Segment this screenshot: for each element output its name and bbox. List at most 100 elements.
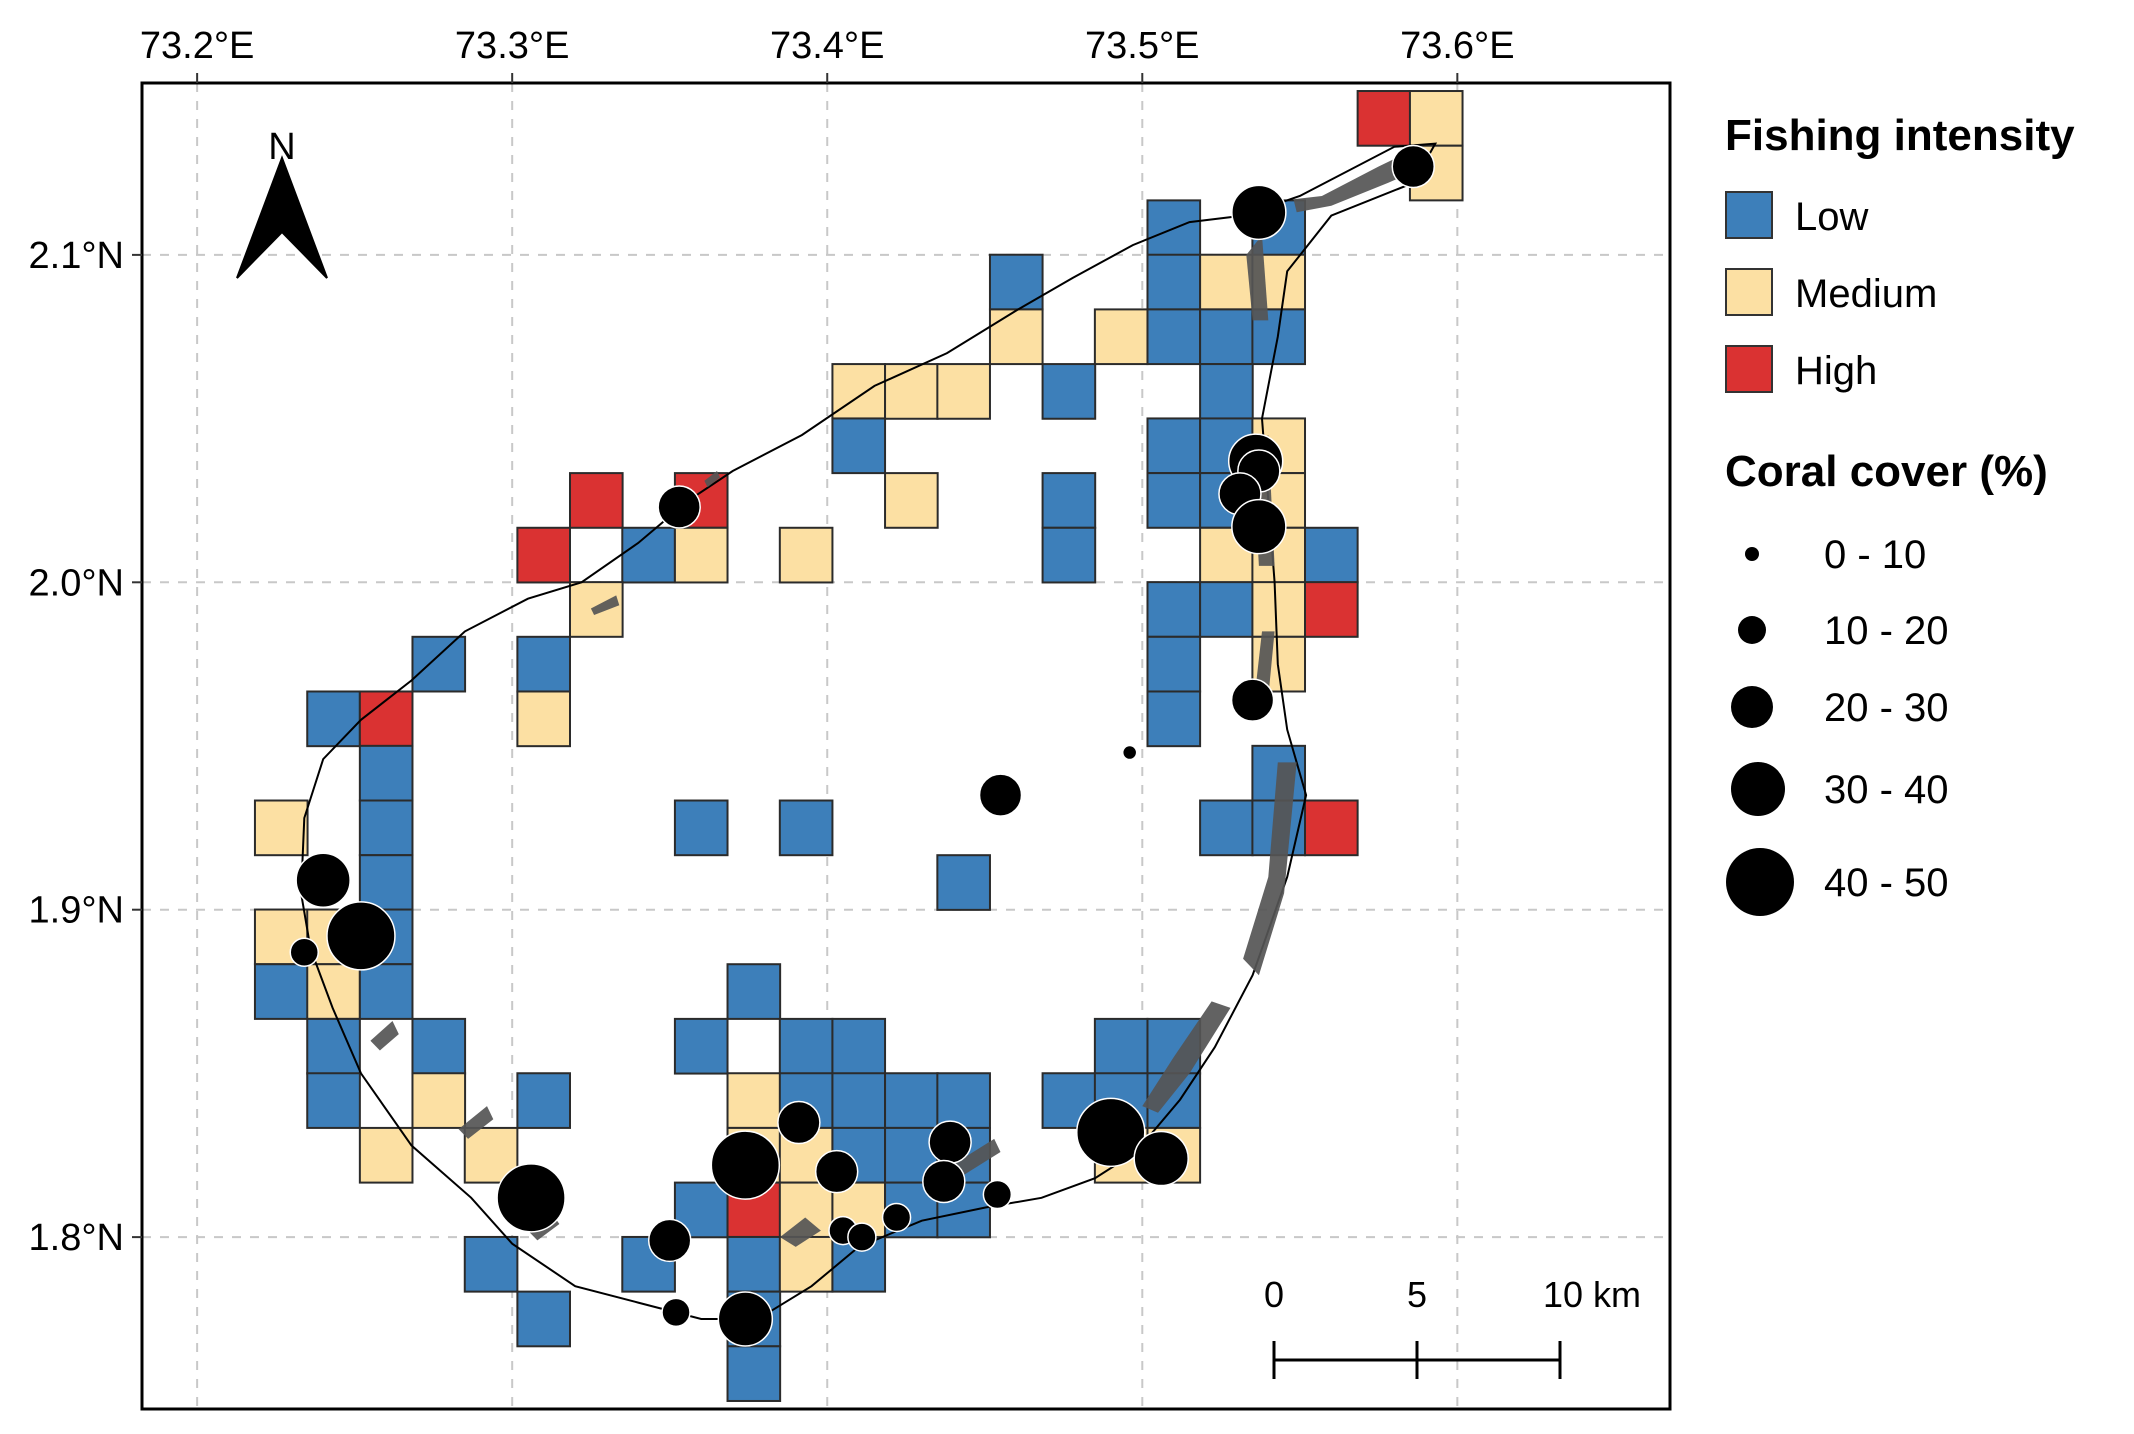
legend-label-low: Low [1795, 195, 1868, 239]
lon-tick-label: 73.2°E [140, 25, 255, 67]
legend-label-high: High [1795, 349, 1877, 393]
coral-cover-legend: Coral cover (%) 0 - 10 10 - 20 20 - 30 3… [1725, 447, 2048, 916]
fishing-cell-low [988, 253, 1044, 311]
fishing-cell-high [1304, 581, 1359, 638]
fishing-cell-low [778, 1017, 834, 1075]
reef-island [370, 1021, 399, 1051]
coral-point [1076, 1097, 1146, 1168]
north-arrow: N [236, 126, 328, 279]
lon-tick-label: 73.6°E [1400, 25, 1515, 67]
fishing-cell-medium [673, 526, 729, 584]
legend-key-low [1725, 191, 1773, 239]
fishing-cell-low [1146, 690, 1202, 748]
fishing-cell-low [673, 1017, 729, 1075]
fishing-cell-low [358, 963, 414, 1020]
fishing-cell-low [1146, 581, 1202, 638]
coral-cover-points [289, 144, 1435, 1347]
fishing-cell-medium [358, 1126, 414, 1184]
fishing-cell-medium [988, 308, 1044, 366]
coral-point [647, 1218, 692, 1263]
fishing-cell-low [358, 854, 414, 911]
coral-point [777, 1100, 821, 1145]
fishing-legend-title: Fishing intensity [1725, 111, 2075, 160]
coral-point [657, 485, 701, 529]
legend-key-high [1725, 345, 1773, 393]
fishing-cell-low [1146, 308, 1202, 366]
fishing-cell-medium [778, 526, 834, 584]
fishing-cell-low [516, 1290, 571, 1348]
coral-point [847, 1222, 877, 1252]
fishing-cell-medium [936, 363, 991, 420]
fishing-cell-low [1093, 1017, 1149, 1075]
legend-key-medium [1725, 268, 1773, 316]
fishing-cell-high [1304, 799, 1359, 857]
coral-point [881, 1202, 912, 1233]
lat-tick-label: 1.9°N [29, 890, 124, 932]
fishing-cell-medium [778, 1235, 834, 1293]
legend-label-10-20: 10 - 20 [1824, 609, 1949, 653]
coral-point [1121, 744, 1138, 761]
fishing-cell-low [1199, 363, 1254, 420]
lon-tick-label: 73.4°E [770, 25, 885, 67]
fishing-cell-low [831, 1072, 887, 1129]
reef-island [1246, 235, 1269, 321]
lat-tick-label: 1.8°N [29, 1217, 124, 1259]
fishing-cell-low [306, 1017, 361, 1075]
reef-island [780, 1217, 821, 1247]
coral-point [326, 901, 396, 971]
lat-tick-label: 2.0°N [29, 562, 124, 604]
fishing-cell-low [358, 799, 414, 857]
legend-label-medium: Medium [1795, 272, 1937, 316]
fishing-cell-low [253, 963, 309, 1020]
atoll-outline [300, 142, 1438, 1320]
lon-tick-label: 73.3°E [455, 25, 570, 67]
fishing-cell-low [1146, 472, 1202, 529]
legend-label-40-50: 40 - 50 [1824, 861, 1949, 905]
coral-point [1231, 184, 1287, 241]
fishing-cell-medium [884, 472, 939, 529]
fishing-cell-low [778, 799, 834, 857]
fishing-cell-low [726, 1345, 782, 1402]
fishing-cell-low [516, 635, 571, 693]
lon-tick-label: 73.5°E [1085, 25, 1200, 67]
legend-point-0-10 [1745, 547, 1759, 561]
fishing-intensity-legend: Fishing intensity Low Medium High [1725, 111, 2075, 393]
reef-island [1243, 762, 1297, 976]
scale-label-10km: 10 km [1543, 1274, 1641, 1315]
coral-point [982, 1179, 1013, 1210]
coral-point [496, 1163, 566, 1233]
coral-legend-title: Coral cover (%) [1725, 447, 2048, 496]
coral-point [978, 773, 1023, 817]
coral-point [295, 852, 351, 908]
coral-point [922, 1159, 966, 1204]
fishing-cell-low [1041, 526, 1097, 584]
fishing-cell-high [1356, 90, 1412, 147]
coral-point [1133, 1130, 1189, 1187]
fishing-cell-high [516, 526, 571, 584]
scale-label-5: 5 [1407, 1274, 1427, 1315]
fishing-cell-medium [411, 1072, 467, 1129]
reef-island [1142, 1001, 1231, 1113]
legend-point-40-50 [1726, 848, 1794, 916]
fishing-cell-medium [726, 1072, 782, 1129]
coral-point [1231, 498, 1287, 555]
coral-point [928, 1120, 972, 1164]
coral-point [1391, 144, 1435, 189]
fishing-cell-low [1304, 526, 1359, 584]
fishing-cell-low [1146, 635, 1202, 693]
fishing-cell-low [1041, 363, 1097, 420]
coral-point [814, 1149, 859, 1194]
fishing-cell-low [936, 1072, 991, 1129]
fishing-cell-low [831, 1017, 887, 1075]
fishing-cell-medium [253, 799, 309, 857]
legend-label-30-40: 30 - 40 [1824, 768, 1949, 812]
fishing-cell-low [463, 1235, 519, 1293]
fishing-cell-high [568, 472, 624, 529]
lat-tick-label: 2.1°N [29, 235, 124, 277]
fishing-cell-low [1146, 253, 1202, 311]
fishing-cell-low [621, 526, 676, 584]
fishing-cell-low [358, 744, 414, 802]
fishing-cell-medium [516, 690, 571, 748]
scale-bar: 0 5 10 km [1264, 1274, 1641, 1379]
